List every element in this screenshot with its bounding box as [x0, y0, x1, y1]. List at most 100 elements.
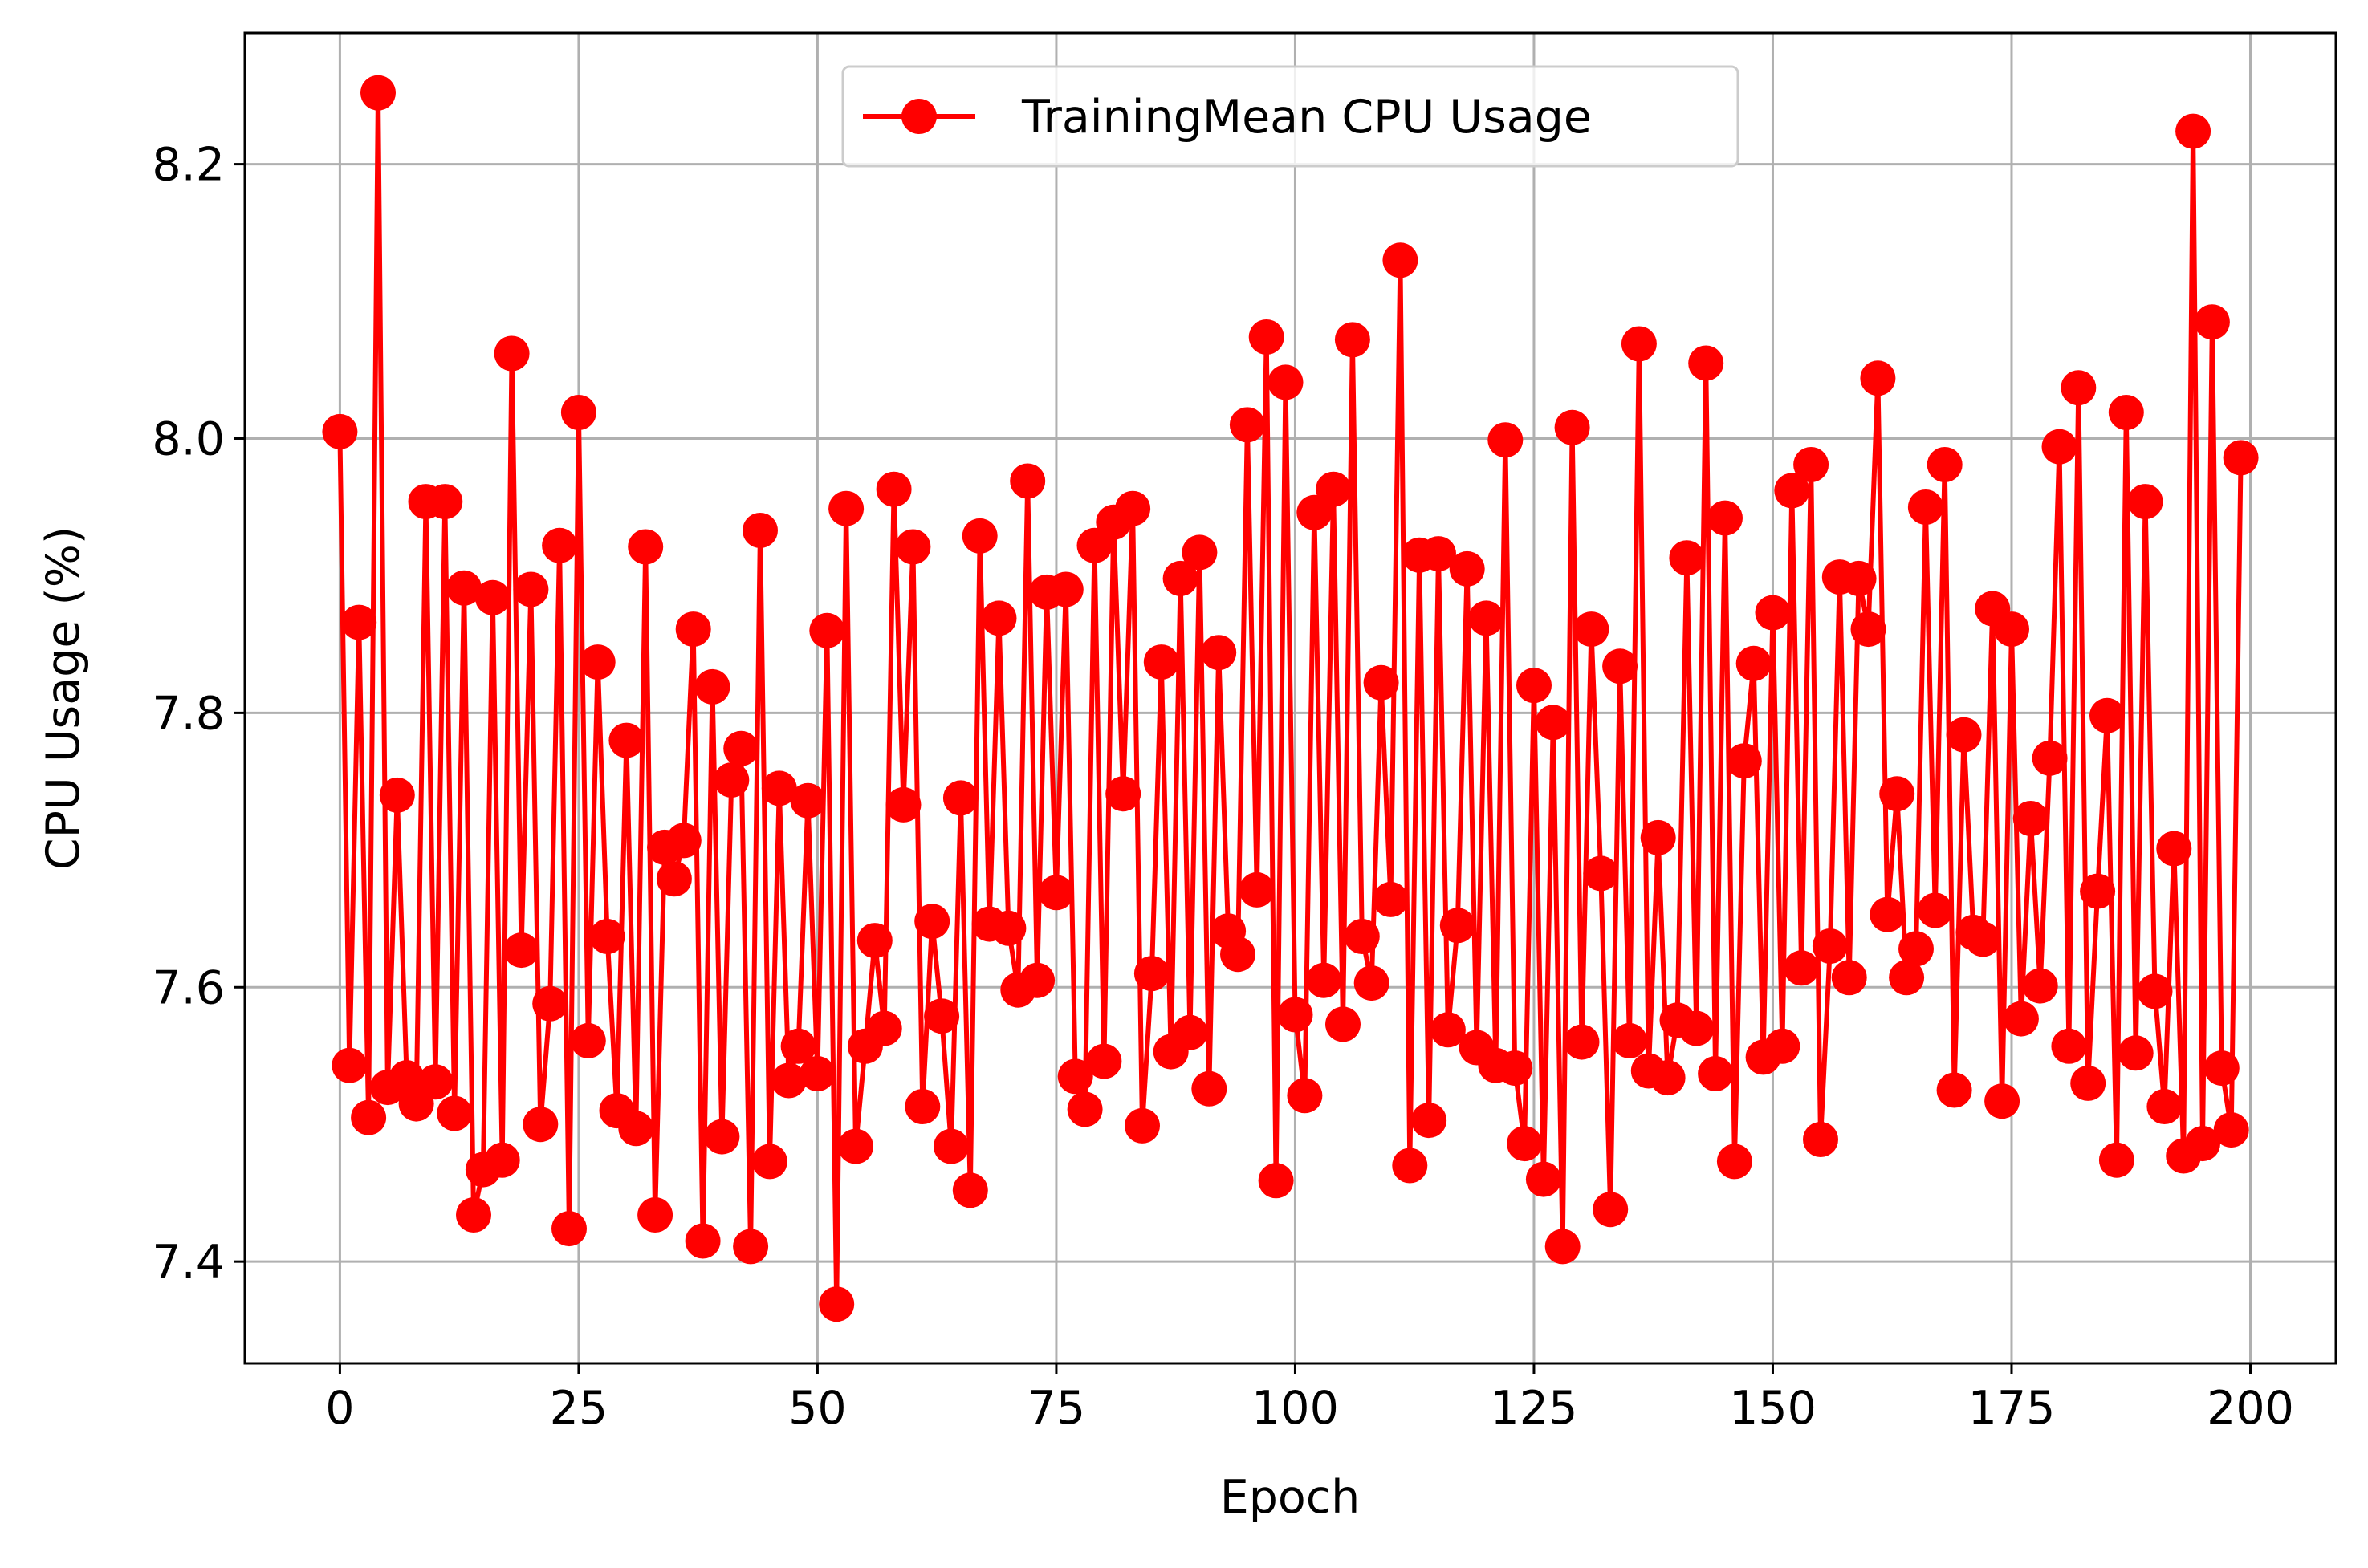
data-point-marker	[2194, 304, 2230, 340]
data-point-marker	[1115, 490, 1151, 526]
data-point-marker	[2051, 1028, 2087, 1064]
data-point-marker	[723, 730, 759, 766]
data-point-marker	[637, 1197, 673, 1233]
data-point-marker	[2032, 740, 2068, 776]
data-point-marker	[1907, 489, 1943, 525]
data-point-marker	[332, 1047, 368, 1083]
legend-box	[841, 65, 1739, 168]
data-point-marker	[2203, 1050, 2240, 1087]
data-point-marker	[1544, 1229, 1581, 1265]
data-point-marker	[1946, 717, 1982, 753]
data-point-marker	[1841, 560, 1877, 596]
data-point-marker	[322, 413, 358, 449]
data-point-marker	[1229, 407, 1265, 443]
data-point-marker	[484, 1142, 520, 1178]
x-axis-label: Epoch	[1220, 1471, 1361, 1524]
data-point-marker	[876, 471, 912, 507]
data-point-marker	[665, 823, 702, 859]
series-layer	[322, 75, 2259, 1322]
data-point-marker	[790, 782, 826, 819]
data-point-marker	[743, 513, 778, 548]
data-point-marker	[1019, 962, 1056, 998]
x-tick-label: 200	[2207, 1382, 2294, 1435]
data-point-marker	[771, 1062, 807, 1099]
data-point-marker	[1334, 322, 1370, 358]
data-point-marker	[1812, 928, 1848, 964]
data-point-marker	[341, 604, 377, 640]
data-point-marker	[494, 335, 530, 372]
data-point-marker	[714, 762, 750, 798]
data-point-marker	[675, 611, 711, 648]
data-point-marker	[1698, 1056, 1734, 1091]
data-point-marker	[379, 777, 415, 813]
data-point-marker	[2108, 395, 2144, 430]
data-point-marker	[885, 786, 922, 823]
data-point-marker	[656, 861, 692, 897]
data-point-marker	[560, 395, 596, 430]
data-point-marker	[1583, 855, 1619, 892]
data-point-marker	[1344, 919, 1380, 954]
data-point-marker	[704, 1119, 740, 1155]
data-point-marker	[1267, 364, 1304, 400]
data-point-marker	[2127, 484, 2163, 520]
data-point-marker	[2089, 697, 2125, 733]
data-point-marker	[580, 644, 616, 680]
data-point-marker	[1430, 1012, 1466, 1048]
data-point-marker	[1602, 648, 1638, 684]
data-point-marker	[819, 1286, 855, 1322]
data-point-marker	[934, 1128, 969, 1164]
data-point-marker	[1277, 997, 1313, 1033]
data-point-marker	[751, 1144, 787, 1180]
legend-entry-label: TrainingMean CPU Usage	[1021, 91, 1592, 144]
data-point-marker	[838, 1128, 873, 1164]
data-point-marker	[1172, 1014, 1208, 1050]
data-point-marker	[1258, 1163, 1294, 1199]
data-point-marker	[914, 904, 950, 940]
data-point-marker	[856, 923, 893, 959]
data-point-marker	[437, 1095, 473, 1131]
data-point-marker	[2175, 113, 2211, 149]
data-point-marker	[2185, 1126, 2220, 1162]
data-point-marker	[1125, 1107, 1160, 1144]
data-point-marker	[952, 1172, 988, 1208]
data-point-marker	[1735, 645, 1772, 681]
data-point-marker	[1860, 360, 1896, 396]
data-point-marker	[1516, 668, 1552, 704]
data-point-marker	[800, 1056, 836, 1091]
data-point-marker	[1353, 965, 1389, 1001]
data-point-marker	[589, 919, 625, 954]
x-tick-label: 175	[1968, 1382, 2056, 1435]
data-point-marker	[1439, 908, 1475, 944]
data-point-marker	[1831, 960, 1867, 996]
data-point-marker	[685, 1223, 721, 1259]
data-point-marker	[446, 570, 482, 606]
data-point-marker	[1965, 921, 2001, 957]
data-point-marker	[1803, 1122, 1838, 1157]
x-tick-label: 100	[1251, 1382, 1339, 1435]
data-point-marker	[962, 518, 998, 554]
data-point-marker	[1573, 611, 1609, 648]
data-point-marker	[1593, 1192, 1629, 1228]
data-point-marker	[1363, 664, 1399, 701]
plot-area-frame	[243, 31, 2337, 1365]
data-point-marker	[2003, 1001, 2039, 1037]
axis-ticks: 0 25 50 75 100 125 150 175 200 7.4 7.6 7.8 8.0 8.2	[152, 139, 2294, 1435]
data-point-marker	[474, 579, 511, 615]
data-point-marker	[1994, 611, 2029, 648]
data-point-marker	[618, 1111, 654, 1147]
data-point-marker	[1239, 871, 1275, 908]
data-point-marker	[1057, 1058, 1093, 1095]
data-point-marker	[1373, 881, 1409, 917]
data-point-marker	[1784, 950, 1820, 986]
data-point-marker	[351, 1099, 387, 1135]
data-point-marker	[551, 1211, 587, 1247]
data-point-marker	[942, 780, 979, 816]
data-point-marker	[523, 1107, 559, 1143]
data-point-marker	[456, 1197, 491, 1233]
data-point-marker	[1487, 422, 1524, 458]
data-point-marker	[1850, 611, 1886, 648]
data-point-marker	[1182, 534, 1218, 571]
y-tick-label: 7.6	[152, 961, 225, 1014]
data-point-marker	[1497, 1050, 1533, 1087]
